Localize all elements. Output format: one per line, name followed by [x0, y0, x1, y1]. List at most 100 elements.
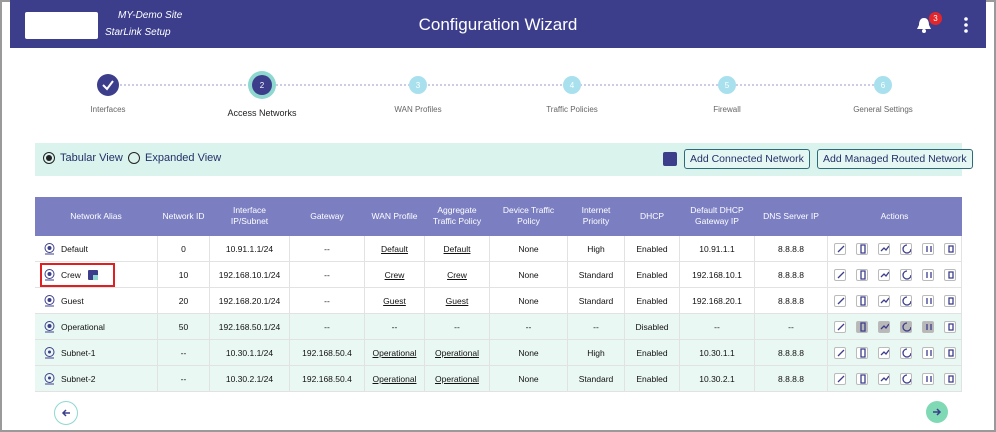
action-button[interactable] [855, 242, 868, 255]
table-cell: Standard [568, 262, 625, 288]
action-icon [837, 349, 844, 356]
action-button[interactable] [899, 346, 912, 359]
action-glyph [947, 296, 954, 305]
step-circle[interactable] [97, 74, 119, 96]
action-button[interactable] [877, 268, 890, 281]
back-button[interactable] [54, 401, 78, 425]
radio-dot[interactable] [128, 152, 140, 164]
action-button[interactable] [877, 346, 890, 359]
alias-cell: Default [35, 236, 158, 262]
action-button[interactable] [943, 346, 956, 359]
step-circle[interactable] [718, 76, 736, 94]
action-button[interactable] [943, 268, 956, 281]
radio-dot[interactable] [43, 152, 55, 164]
icon-shape [48, 350, 51, 353]
cell-link[interactable]: Crew [384, 269, 405, 280]
step-label: Firewall [713, 105, 741, 114]
networks-table: Network Alias Network ID Interface IP/Subn… [35, 197, 962, 392]
column-header: Gateway [290, 197, 365, 236]
action-button[interactable] [855, 346, 868, 359]
radio-label: Tabular View [60, 152, 123, 164]
action-glyph [837, 297, 844, 304]
action-glyph [947, 348, 954, 357]
cell-text: -- [454, 321, 460, 332]
action-button[interactable] [833, 294, 846, 307]
action-button[interactable] [855, 320, 868, 333]
cell-text: Disabled [635, 321, 669, 332]
table-cell: High [568, 236, 625, 262]
view-radio[interactable]: Expanded View [128, 152, 221, 164]
action-button[interactable] [833, 320, 846, 333]
cell-link[interactable]: Operational [372, 373, 417, 384]
cell-link[interactable]: Guest [383, 295, 406, 306]
action-button[interactable] [899, 242, 912, 255]
action-button[interactable] [943, 294, 956, 307]
table-icon[interactable] [663, 152, 677, 166]
action-button[interactable] [833, 242, 846, 255]
step-circle[interactable] [874, 76, 892, 94]
action-button[interactable] [855, 268, 868, 281]
table-cell: -- [158, 340, 210, 366]
toolbar-button[interactable]: Add Managed Routed Network [817, 149, 973, 169]
notification-bell[interactable] [916, 16, 932, 34]
action-button[interactable] [855, 294, 868, 307]
action-button[interactable] [877, 320, 890, 333]
action-button[interactable] [921, 372, 934, 385]
action-button[interactable] [899, 294, 912, 307]
cell-link[interactable]: Default [443, 243, 471, 254]
action-button[interactable] [877, 242, 890, 255]
icon-shape [44, 320, 55, 331]
action-button[interactable] [855, 372, 868, 385]
action-button[interactable] [943, 320, 956, 333]
column-header: Aggregate Traffic Policy [425, 197, 490, 236]
step-circle[interactable] [252, 75, 272, 95]
table-cell: 8.8.8.8 [755, 288, 828, 314]
action-button[interactable] [921, 242, 934, 255]
cell-link[interactable]: Guest [445, 295, 469, 306]
action-button[interactable] [833, 372, 846, 385]
cell-link[interactable]: Operational [372, 347, 417, 358]
cell-link[interactable]: Default [381, 243, 408, 254]
action-button[interactable] [921, 294, 934, 307]
table-cell: -- [568, 314, 625, 340]
action-button[interactable] [877, 372, 890, 385]
table-cell: Guest [425, 288, 490, 314]
cell-text: 8.8.8.8 [778, 347, 804, 358]
action-button[interactable] [899, 320, 912, 333]
table-cell: -- [680, 314, 755, 340]
action-button[interactable] [833, 268, 846, 281]
action-icon [925, 271, 932, 278]
cell-link[interactable]: Operational [435, 347, 479, 358]
action-button[interactable] [943, 242, 956, 255]
site-subtitle: StarLink Setup [105, 27, 171, 38]
toolbar-button[interactable]: Add Connected Network [684, 149, 810, 169]
action-button[interactable] [833, 346, 846, 359]
cell-link[interactable]: Operational [435, 373, 479, 384]
action-button[interactable] [921, 268, 934, 281]
table-cell: 192.168.50.1/24 [210, 314, 290, 340]
cell-text: Guest [61, 295, 84, 306]
icon-shape [47, 271, 52, 276]
menu-button[interactable] [963, 16, 969, 34]
action-button[interactable] [921, 346, 934, 359]
action-glyph [901, 347, 911, 358]
icon-shape [44, 294, 55, 305]
view-radio[interactable]: Tabular View [43, 152, 123, 164]
step-circle[interactable] [409, 76, 427, 94]
table-cell: 10.91.1.1/24 [210, 236, 290, 262]
cell-text: 0 [181, 243, 186, 254]
action-glyph [901, 373, 911, 384]
step-number: 3 [416, 81, 421, 90]
action-icon [880, 323, 889, 329]
next-button[interactable] [926, 401, 948, 423]
action-button[interactable] [899, 372, 912, 385]
table-cell: None [490, 236, 568, 262]
action-button[interactable] [877, 294, 890, 307]
table-cell: 50 [158, 314, 210, 340]
action-button[interactable] [921, 320, 934, 333]
cell-link[interactable]: Crew [447, 269, 467, 280]
action-button[interactable] [943, 372, 956, 385]
step-circle[interactable] [563, 76, 581, 94]
table-cell: -- [158, 366, 210, 392]
action-button[interactable] [899, 268, 912, 281]
